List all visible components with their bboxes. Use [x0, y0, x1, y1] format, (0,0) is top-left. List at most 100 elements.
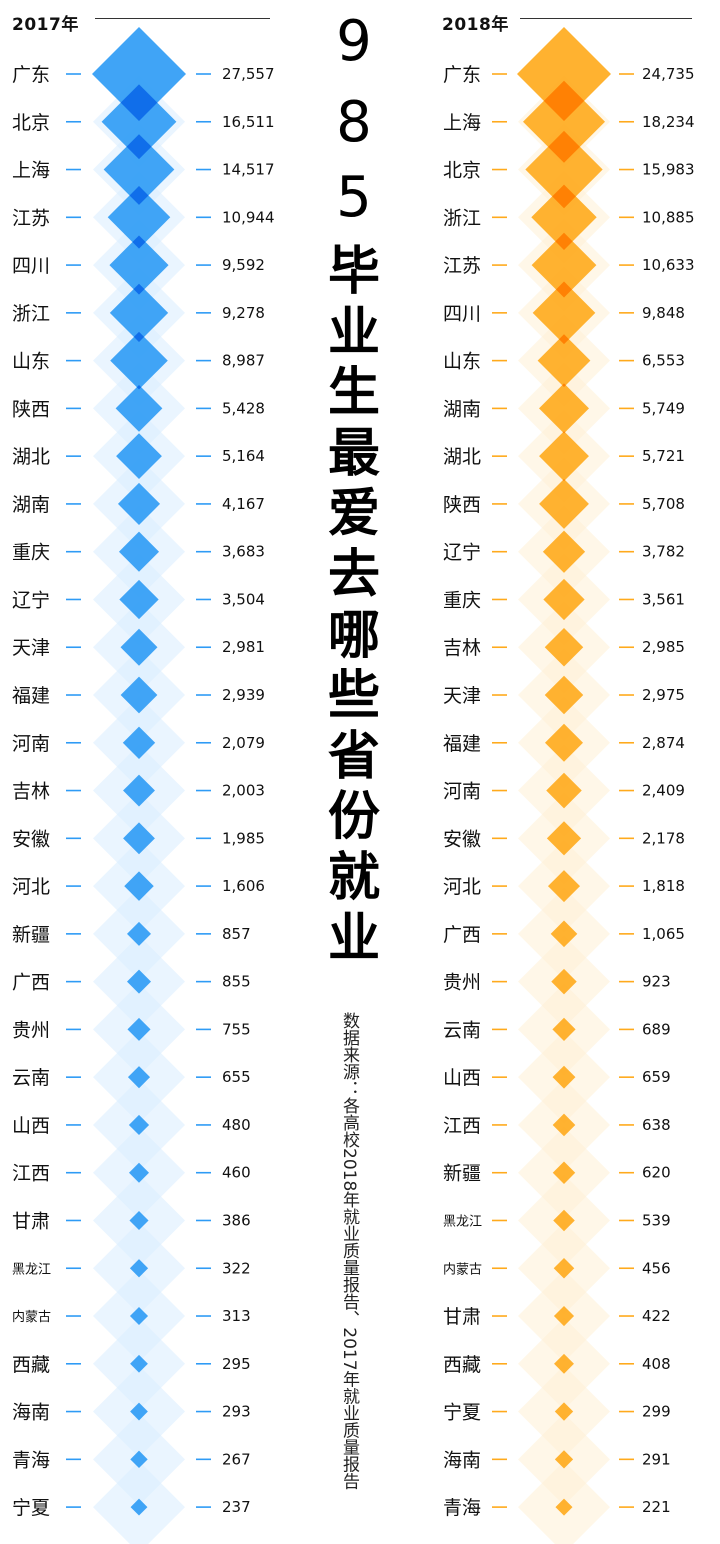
title-char: 爱 — [327, 484, 380, 545]
value-diamond — [546, 821, 582, 856]
title-char: 去 — [327, 545, 380, 605]
province-label: 天津 — [12, 637, 50, 659]
value-label: 1,606 — [222, 877, 265, 895]
value-diamond — [130, 1450, 148, 1469]
value-label: 755 — [222, 1020, 251, 1038]
province-label: 贵州 — [443, 972, 481, 994]
value-label: 5,428 — [222, 399, 265, 417]
value-diamond — [547, 870, 581, 903]
province-label: 甘肃 — [443, 1306, 481, 1328]
value-label: 2,939 — [222, 686, 265, 704]
value-diamond — [551, 968, 577, 995]
province-label: 辽宁 — [12, 589, 50, 611]
province-label: 河北 — [443, 876, 481, 898]
value-diamond — [554, 1402, 574, 1421]
value-diamond — [553, 1209, 575, 1232]
value-diamond — [124, 871, 154, 901]
title-char: 最 — [327, 423, 380, 484]
value-diamond — [123, 774, 155, 807]
value-diamond — [116, 433, 162, 480]
value-label: 10,944 — [222, 208, 275, 226]
value-diamond — [130, 1402, 148, 1421]
value-diamond — [544, 627, 584, 667]
province-label: 广东 — [12, 64, 50, 86]
value-label: 1,065 — [642, 925, 685, 943]
province-label: 吉林 — [12, 781, 50, 803]
value-diamond — [130, 1354, 148, 1373]
value-label: 10,633 — [642, 256, 695, 274]
title-digit: 8 — [336, 90, 372, 155]
year-2018-rule — [520, 18, 692, 19]
value-diamond — [554, 1353, 574, 1374]
province-label: 湖北 — [12, 446, 50, 468]
overlap-diamond — [562, 479, 566, 482]
value-diamond — [120, 676, 158, 714]
value-label: 2,874 — [642, 734, 685, 752]
overlap-diamond — [133, 283, 145, 295]
value-label: 27,557 — [222, 65, 275, 83]
value-label: 659 — [642, 1068, 671, 1086]
panel-2017-diamonds — [92, 27, 186, 1516]
province-label: 山东 — [12, 351, 50, 373]
title-digit: 9 — [336, 9, 372, 74]
province-label: 河南 — [443, 781, 481, 803]
province-label: 新疆 — [443, 1163, 481, 1185]
province-label: 上海 — [12, 160, 50, 182]
value-label: 3,504 — [222, 590, 265, 608]
overlap-diamond — [120, 84, 158, 121]
value-label: 5,164 — [222, 447, 265, 465]
value-label: 3,683 — [222, 543, 265, 561]
value-diamond — [531, 184, 597, 251]
title-char: 就 — [327, 848, 380, 908]
value-label: 855 — [222, 973, 251, 991]
province-label: 北京 — [12, 112, 50, 134]
title-digit: 5 — [336, 165, 372, 230]
value-diamond — [545, 723, 583, 762]
overlap-diamond — [555, 232, 573, 251]
province-label: 贵州 — [12, 1019, 50, 1041]
value-label: 620 — [642, 1164, 671, 1182]
value-label: 456 — [642, 1259, 671, 1277]
value-label: 2,409 — [642, 782, 685, 800]
value-label: 221 — [642, 1498, 671, 1516]
value-diamond — [542, 530, 586, 573]
value-label: 2,003 — [222, 782, 265, 800]
overlap-diamond — [556, 281, 572, 298]
value-diamond — [555, 1498, 573, 1516]
value-diamond — [553, 1305, 575, 1327]
value-diamond — [552, 1017, 576, 1041]
province-label: 广西 — [12, 972, 50, 994]
province-label: 上海 — [443, 112, 481, 134]
value-label: 2,178 — [642, 829, 685, 847]
province-label: 湖南 — [443, 398, 481, 420]
value-diamond — [523, 80, 605, 163]
value-label: 8,987 — [222, 352, 265, 370]
overlap-diamond — [552, 184, 576, 209]
overlap-diamond — [562, 383, 566, 387]
province-label: 广东 — [443, 64, 481, 86]
value-diamond — [539, 479, 589, 529]
province-label: 江西 — [443, 1115, 481, 1137]
value-diamond — [101, 84, 177, 160]
title-char: 些 — [327, 666, 380, 727]
year-2017-label: 2017年 — [12, 15, 79, 35]
year-2018-label: 2018年 — [442, 15, 509, 35]
value-diamond — [127, 921, 151, 946]
province-label: 内蒙古 — [443, 1261, 482, 1277]
value-diamond — [109, 235, 169, 295]
value-diamond — [107, 186, 171, 249]
province-label: 青海 — [12, 1449, 50, 1471]
overlap-diamond — [132, 235, 146, 249]
overlap-diamond — [126, 134, 152, 160]
province-label: 宁夏 — [12, 1497, 50, 1519]
value-label: 313 — [222, 1307, 251, 1325]
value-diamond — [119, 579, 159, 620]
province-label: 内蒙古 — [12, 1309, 51, 1325]
value-diamond — [129, 1259, 149, 1278]
province-label: 西藏 — [12, 1354, 50, 1376]
value-diamond — [517, 27, 611, 121]
value-label: 267 — [222, 1450, 251, 1468]
value-diamond — [553, 1257, 575, 1279]
value-label: 10,885 — [642, 208, 695, 226]
